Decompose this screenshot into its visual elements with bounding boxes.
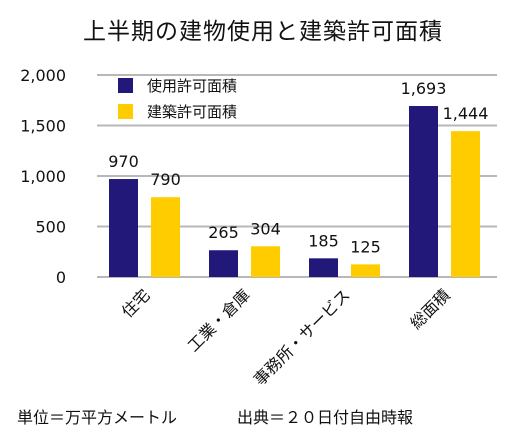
legend-item-usage: 使用許可面積: [118, 75, 237, 96]
y-tick-label: 0: [56, 268, 66, 287]
legend-item-construction: 建築許可面積: [118, 101, 237, 122]
x-tick-label: 事務所・サービス: [250, 285, 354, 389]
x-tick-label: 総面積: [406, 285, 453, 332]
legend-label-construction: 建築許可面積: [147, 103, 238, 121]
data-label: 1,444: [443, 104, 489, 123]
legend-label-usage: 使用許可面積: [147, 77, 238, 95]
bar: [309, 258, 338, 277]
data-label: 790: [150, 170, 181, 189]
data-label: 265: [208, 223, 239, 242]
y-tick-label: 1,500: [20, 117, 66, 136]
bar: [251, 246, 280, 277]
data-label: 970: [108, 152, 139, 171]
source-note: 出典＝２０日付自由時報: [237, 408, 414, 427]
y-tick-label: 1,000: [20, 167, 66, 186]
bar: [409, 106, 438, 277]
data-label: 125: [350, 237, 381, 256]
x-tick-label: 住宅: [118, 285, 154, 321]
data-label: 185: [308, 231, 339, 250]
bar: [109, 179, 138, 277]
y-tick-label: 500: [35, 218, 66, 237]
bar: [351, 264, 380, 277]
data-label: 304: [250, 219, 281, 238]
unit-note: 単位＝万平方メートル: [17, 408, 178, 427]
chart-title: 上半期の建物使用と建築許可面積: [83, 19, 443, 45]
x-tick-label: 工業・倉庫: [184, 285, 254, 355]
legend-swatch-construction: [118, 104, 133, 119]
y-tick-label: 2,000: [20, 66, 66, 85]
legend-swatch-usage: [118, 78, 133, 93]
bar: [151, 197, 180, 277]
bar: [451, 131, 480, 277]
bar: [209, 250, 238, 277]
data-label: 1,693: [401, 79, 447, 98]
